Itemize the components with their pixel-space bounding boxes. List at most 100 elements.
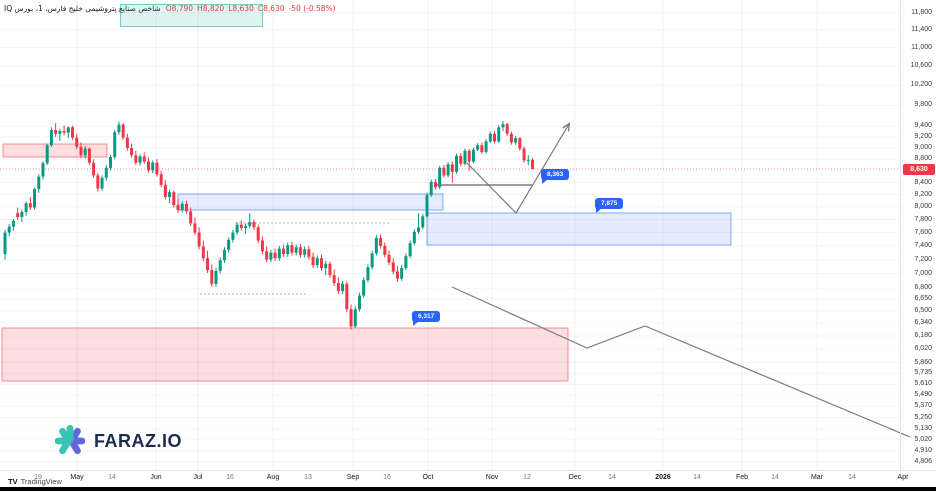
candle[interactable] (332, 269, 336, 286)
candle[interactable] (518, 137, 522, 151)
candle[interactable] (353, 306, 357, 328)
candle[interactable] (366, 264, 370, 283)
candle[interactable] (201, 240, 205, 261)
candle[interactable] (395, 265, 399, 282)
price-callout-bubble[interactable]: 7,875 (595, 198, 624, 213)
candle[interactable] (425, 192, 429, 219)
candle[interactable] (429, 179, 433, 198)
candle[interactable] (71, 125, 75, 140)
symbol-legend[interactable]: شاخص صنایع پتروشیمی خلیج فارس، 1، بورس I… (4, 4, 336, 13)
candle[interactable] (146, 157, 150, 173)
candle[interactable] (87, 147, 91, 165)
candle[interactable] (320, 254, 323, 271)
candle[interactable] (311, 252, 315, 268)
candle[interactable] (41, 161, 45, 180)
candle[interactable] (260, 236, 264, 255)
candle[interactable] (7, 224, 11, 237)
candle[interactable] (387, 250, 391, 266)
candle[interactable] (307, 245, 311, 260)
candle[interactable] (433, 178, 437, 190)
candle[interactable] (142, 152, 146, 164)
candle[interactable] (3, 229, 7, 260)
candle[interactable] (100, 175, 104, 191)
candle[interactable] (117, 121, 121, 135)
supply-zone-may-zone-drawing[interactable] (2, 143, 108, 158)
candle[interactable] (315, 255, 319, 268)
candle[interactable] (514, 135, 518, 145)
candle[interactable] (206, 250, 210, 273)
candle[interactable] (20, 209, 24, 223)
candle[interactable] (282, 244, 286, 257)
candle[interactable] (37, 174, 41, 193)
candle[interactable] (176, 198, 180, 214)
candle[interactable] (134, 150, 138, 165)
candle[interactable] (374, 235, 378, 256)
candle[interactable] (54, 123, 58, 138)
candle[interactable] (180, 201, 184, 213)
price-callout-bubble[interactable]: 6,317 (412, 311, 441, 326)
candle[interactable] (522, 146, 526, 163)
candle[interactable] (256, 224, 260, 244)
candle[interactable] (303, 246, 307, 258)
candle[interactable] (227, 237, 231, 253)
candle[interactable] (62, 125, 66, 136)
candle[interactable] (155, 159, 159, 177)
candle[interactable] (210, 264, 214, 287)
time-axis[interactable]: Apr 19 May 14 Jun Jul 16 Aug 13 Sep 16 Oct Nov 12 Dec 1… (0, 470, 936, 483)
candle[interactable] (501, 120, 505, 132)
candle[interactable] (298, 243, 302, 258)
candle[interactable] (214, 267, 218, 287)
candle[interactable] (151, 160, 155, 174)
trendline-drawing[interactable] (466, 124, 569, 214)
candle[interactable] (75, 133, 79, 150)
candle[interactable] (408, 240, 412, 259)
tradingview-attribution[interactable]: TV TradingView (8, 477, 62, 486)
candle[interactable] (273, 248, 277, 261)
candle[interactable] (412, 229, 416, 246)
candle[interactable] (163, 180, 167, 200)
demand-zone-forward-zone-drawing[interactable] (426, 212, 732, 246)
candle[interactable] (383, 242, 387, 258)
candle[interactable] (349, 304, 353, 330)
candle[interactable] (417, 213, 421, 234)
candle[interactable] (379, 234, 383, 249)
candle[interactable] (193, 217, 197, 236)
candle[interactable] (421, 213, 425, 230)
candle[interactable] (345, 281, 349, 313)
candle[interactable] (248, 213, 252, 229)
candle[interactable] (484, 139, 488, 154)
candle[interactable] (357, 292, 361, 312)
candle[interactable] (130, 143, 134, 158)
candle[interactable] (96, 173, 100, 192)
candle[interactable] (231, 229, 235, 243)
candle[interactable] (104, 164, 108, 181)
candle[interactable] (11, 218, 15, 231)
price-axis[interactable]: 8,630 11,800 11,400 11,000 10,600 10,200 9,80… (900, 0, 936, 470)
candle[interactable] (235, 222, 239, 236)
candle[interactable] (509, 131, 513, 145)
candle[interactable] (49, 127, 53, 147)
candle[interactable] (277, 245, 281, 261)
candle[interactable] (493, 131, 497, 144)
candle[interactable] (218, 257, 222, 274)
candle[interactable] (24, 201, 28, 216)
candle[interactable] (471, 147, 475, 164)
candle[interactable] (109, 154, 112, 171)
candle[interactable] (505, 123, 509, 136)
candle[interactable] (121, 123, 125, 140)
candle[interactable] (159, 170, 163, 188)
candle[interactable] (404, 253, 408, 271)
trendline-drawing[interactable] (451, 286, 911, 438)
candle[interactable] (113, 130, 117, 160)
candle[interactable] (480, 142, 484, 155)
candle[interactable] (400, 265, 404, 281)
candle[interactable] (290, 241, 294, 256)
candle[interactable] (328, 261, 332, 278)
symbol-title[interactable]: شاخص صنایع پتروشیمی خلیج فارس، 1، بورس I… (4, 4, 161, 13)
candle[interactable] (362, 277, 366, 298)
demand-zone-june-zone-drawing[interactable] (177, 193, 444, 211)
candle[interactable] (455, 153, 459, 174)
candle[interactable] (45, 143, 49, 165)
candle[interactable] (476, 143, 480, 152)
